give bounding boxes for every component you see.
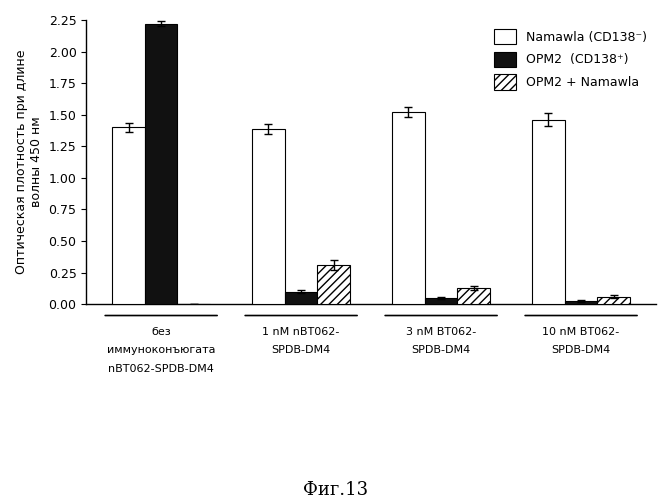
- Bar: [285, 292, 317, 304]
- Bar: [425, 298, 458, 304]
- Bar: [532, 120, 565, 304]
- Bar: [597, 296, 630, 304]
- Legend: Namawla (CD138⁻), OPM2  (CD138⁺), OPM2 + Namawla: Namawla (CD138⁻), OPM2 (CD138⁺), OPM2 + …: [488, 24, 652, 95]
- Text: иммуноконъюгата: иммуноконъюгата: [107, 346, 215, 356]
- Text: SPDB-DM4: SPDB-DM4: [552, 346, 611, 356]
- Text: без: без: [151, 327, 171, 337]
- Bar: [392, 112, 425, 304]
- Text: Фиг.13: Фиг.13: [303, 481, 368, 499]
- Text: nBT062-SPDB-DM4: nBT062-SPDB-DM4: [108, 364, 214, 374]
- Text: 3 nM BT062-: 3 nM BT062-: [406, 327, 476, 337]
- Text: 1 nM nBT062-: 1 nM nBT062-: [262, 327, 340, 337]
- Text: 10 nM BT062-: 10 nM BT062-: [542, 327, 620, 337]
- Text: SPDB-DM4: SPDB-DM4: [272, 346, 331, 356]
- Bar: [458, 288, 490, 304]
- Bar: [252, 128, 285, 304]
- Bar: [145, 24, 178, 304]
- Bar: [317, 265, 350, 304]
- Bar: [112, 128, 145, 304]
- Text: SPDB-DM4: SPDB-DM4: [411, 346, 471, 356]
- Y-axis label: Оптическая плотность при длине
волны 450 нм: Оптическая плотность при длине волны 450…: [15, 50, 43, 274]
- Bar: [565, 301, 597, 304]
